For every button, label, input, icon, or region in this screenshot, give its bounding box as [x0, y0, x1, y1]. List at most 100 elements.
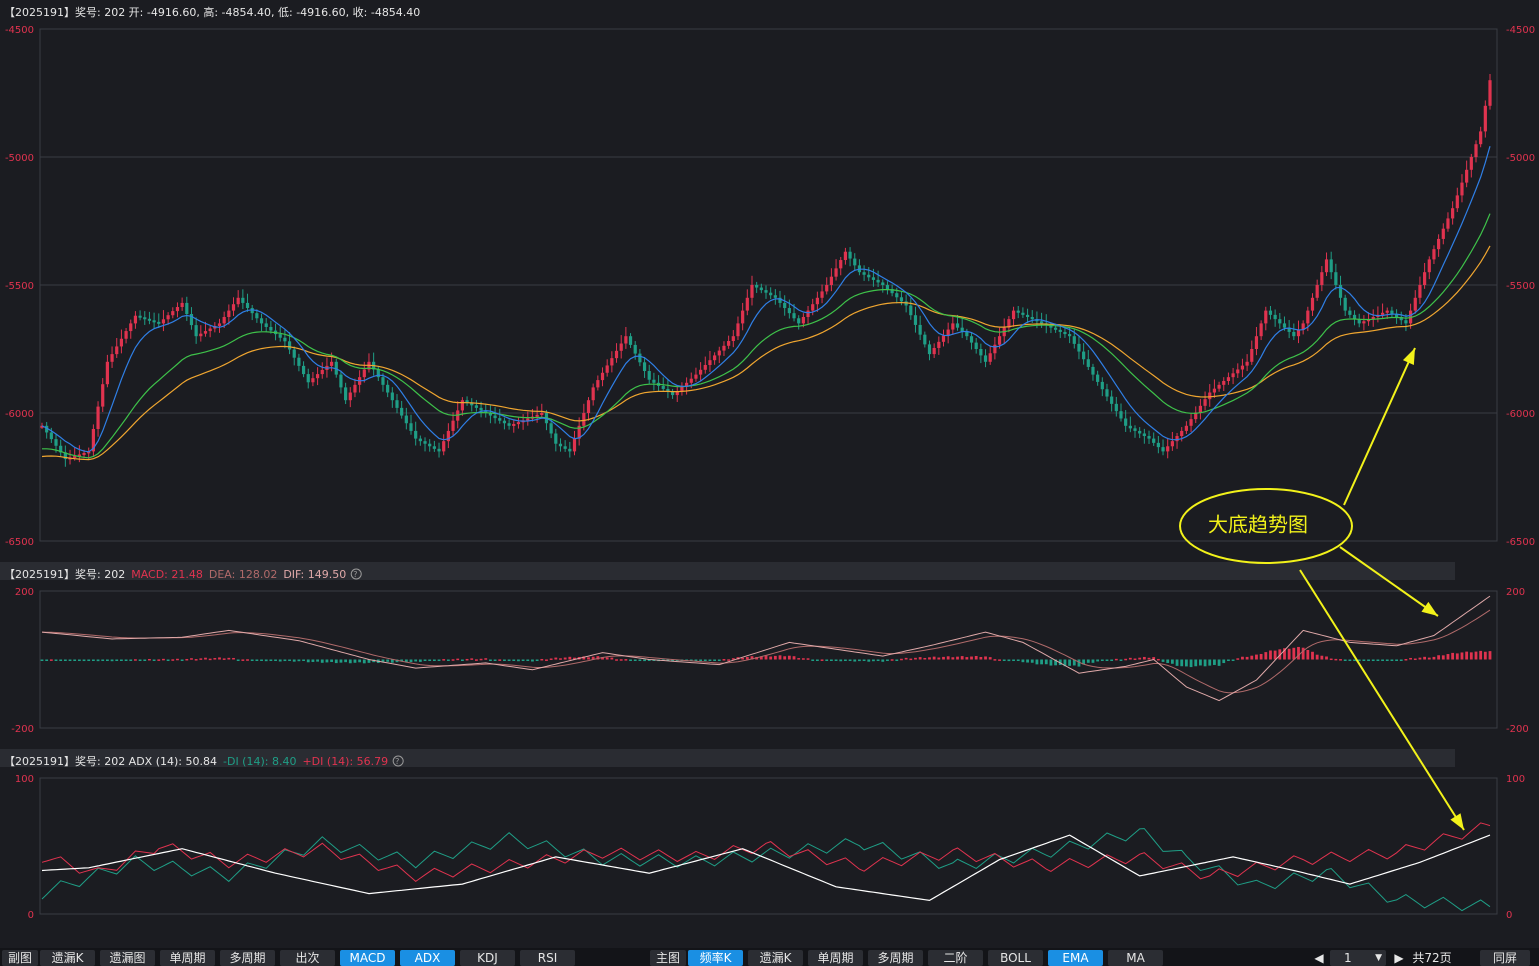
macd-hist-bar — [82, 659, 86, 662]
candle-body — [988, 353, 992, 362]
bottom-toolbar: 副图 遗漏K 遗漏图 单周期 多周期 出次 MACD ADX KDJ RSI 主图 频率K 遗漏K 单周期… — [0, 948, 1539, 966]
macd-hist-bar — [297, 659, 301, 662]
macd-hist-bar — [1199, 659, 1202, 666]
candle-body — [1021, 312, 1025, 315]
prev-page-icon[interactable]: ◀ — [1314, 951, 1324, 965]
subchart-tab-4[interactable]: 多周期 — [220, 950, 275, 966]
candle-body — [829, 276, 833, 285]
candle-body — [628, 336, 633, 345]
candle-body — [1469, 157, 1473, 170]
candle-body — [1100, 381, 1104, 390]
macd-hist-bar — [872, 659, 875, 662]
macd-hist-bar — [1063, 659, 1067, 667]
page-total-label: 共72页 — [1412, 951, 1452, 965]
macd-hist-bar — [1367, 659, 1370, 661]
candle-body — [1208, 392, 1212, 400]
candle-body — [1390, 310, 1394, 314]
candle-body — [932, 347, 936, 355]
macd-hist-bar — [731, 658, 735, 660]
candle-body — [1418, 285, 1422, 298]
main-y-tick-left: -5500 — [5, 281, 34, 292]
candle-body — [166, 315, 170, 320]
macd-hist-bar — [759, 656, 763, 660]
macd-hist-bar — [1474, 651, 1478, 660]
mainchart-tab-3[interactable]: 单周期 — [808, 950, 863, 966]
macd-hist-bar — [63, 659, 67, 661]
macd-hist-bar — [498, 659, 502, 661]
candle-body — [568, 448, 572, 452]
subchart-tab-8[interactable]: KDJ — [460, 950, 515, 966]
macd-hist-bar — [143, 659, 147, 661]
candle-body — [1203, 399, 1207, 406]
candle-body — [404, 415, 408, 424]
subchart-tab-5[interactable]: 出次 — [280, 950, 335, 966]
candle-body — [189, 314, 194, 326]
macd-hist-bar — [881, 659, 885, 662]
macd-hist-bar — [1175, 659, 1179, 666]
candle-body — [45, 425, 49, 433]
macd-hist-bar — [1311, 651, 1314, 660]
candle-body — [390, 392, 394, 401]
macd-hist-bar — [110, 659, 114, 662]
macd-hist-bar — [535, 659, 539, 661]
candle-body — [199, 333, 203, 337]
subchart-tab-1[interactable]: 遗漏K — [40, 950, 95, 966]
candle-body — [722, 345, 726, 351]
candle-body — [633, 344, 637, 354]
candle-body — [129, 323, 133, 332]
candle-body — [708, 360, 712, 365]
macd-hist-bar — [1446, 654, 1450, 660]
macd-hist-bar — [1035, 659, 1039, 665]
mainchart-tab-7[interactable]: EMA — [1048, 950, 1103, 966]
macd-hist-bar — [316, 659, 319, 662]
macd-hist-bar — [124, 659, 128, 661]
macd-hist-bar — [699, 659, 703, 661]
macd-hist-bar — [1227, 659, 1230, 661]
macd-hist-bar — [213, 658, 217, 660]
macd-hist-bar — [418, 659, 422, 662]
candle-body — [918, 324, 922, 335]
candle-body — [96, 406, 100, 429]
macd-hist-bar — [269, 659, 273, 661]
candle-body — [647, 371, 651, 380]
macd-hist-bar — [1156, 658, 1160, 661]
subchart-tab-6[interactable]: MACD — [340, 950, 395, 966]
subchart-tab-7[interactable]: ADX — [400, 950, 455, 966]
candle-body — [923, 334, 927, 345]
candle-body — [479, 407, 483, 411]
mainchart-tab-4[interactable]: 多周期 — [868, 950, 923, 966]
macd-hist-bar — [1390, 659, 1394, 661]
macd-hist-bar — [77, 659, 81, 661]
macd-hist-bar — [1086, 659, 1090, 663]
mainchart-tab-6[interactable]: BOLL — [988, 950, 1043, 966]
candle-body — [1194, 412, 1198, 420]
mainchart-tab-0[interactable]: 主图 — [650, 950, 686, 966]
macd-hist-bar — [1082, 659, 1086, 665]
macd-hist-bar — [689, 659, 693, 661]
candle-body — [250, 308, 254, 314]
candle-body — [904, 301, 908, 306]
same-screen-button[interactable]: 同屏 — [1480, 950, 1530, 966]
macd-hist-bar — [456, 658, 460, 661]
candle-body — [1212, 388, 1217, 393]
macd-hist-bar — [1292, 647, 1296, 660]
mainchart-tab-1[interactable]: 频率K — [688, 950, 743, 966]
subchart-tab-3[interactable]: 单周期 — [160, 950, 215, 966]
macd-hist-bar — [204, 657, 207, 660]
candle-body — [143, 317, 147, 320]
page-select[interactable]: 1 ▼ — [1330, 950, 1386, 966]
subchart-tab-9[interactable]: RSI — [520, 950, 575, 966]
page-select-value: 1 — [1344, 951, 1352, 965]
macd-hist-bar — [260, 659, 263, 661]
macd-hist-bar — [1483, 651, 1487, 660]
mainchart-tab-8[interactable]: MA — [1108, 950, 1163, 966]
mainchart-tab-2[interactable]: 遗漏K — [748, 950, 803, 966]
macd-hist-bar — [484, 658, 488, 660]
next-page-icon[interactable]: ▶ — [1394, 951, 1404, 965]
mainchart-tab-5[interactable]: 二阶 — [928, 950, 983, 966]
help-icon — [392, 755, 404, 767]
candle-body — [1259, 323, 1263, 337]
subchart-tab-0[interactable]: 副图 — [2, 950, 38, 966]
help-icon-glyph: ? — [395, 757, 399, 766]
subchart-tab-2[interactable]: 遗漏图 — [100, 950, 155, 966]
